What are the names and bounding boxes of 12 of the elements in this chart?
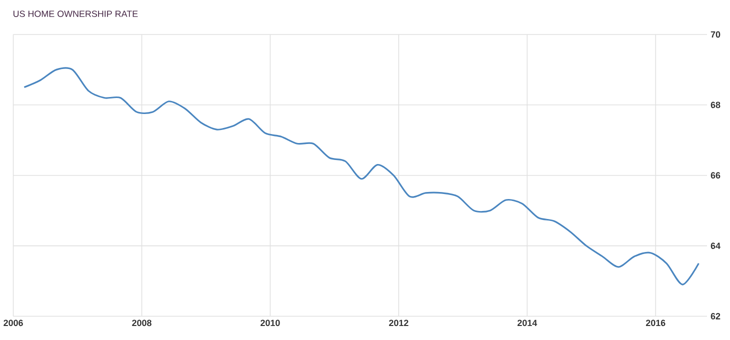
y-tick-label: 62 (710, 313, 720, 320)
x-tick-label: 2010 (260, 320, 280, 326)
x-tick-label: 2016 (646, 320, 666, 326)
x-tick-label: 2014 (518, 320, 538, 326)
x-tick-label: 2006 (4, 320, 23, 326)
y-tick-label: 64 (710, 242, 720, 250)
chart-title: US HOME OWNERSHIP RATE (13, 10, 138, 18)
y-tick-label: 66 (710, 172, 720, 179)
x-tick-label: 2008 (132, 320, 152, 326)
y-tick-label: 70 (710, 31, 720, 38)
y-tick-label: 68 (710, 102, 720, 108)
x-tick-label: 2012 (389, 320, 408, 326)
